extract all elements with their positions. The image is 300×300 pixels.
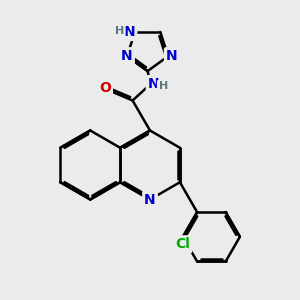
Text: H: H [115, 26, 124, 36]
Text: O: O [99, 82, 111, 95]
Text: N: N [144, 193, 156, 206]
Text: N: N [121, 49, 133, 63]
Text: N: N [166, 49, 178, 63]
Text: N: N [124, 25, 135, 39]
Text: N: N [148, 77, 159, 91]
Text: Cl: Cl [176, 237, 190, 251]
Text: H: H [159, 81, 168, 92]
